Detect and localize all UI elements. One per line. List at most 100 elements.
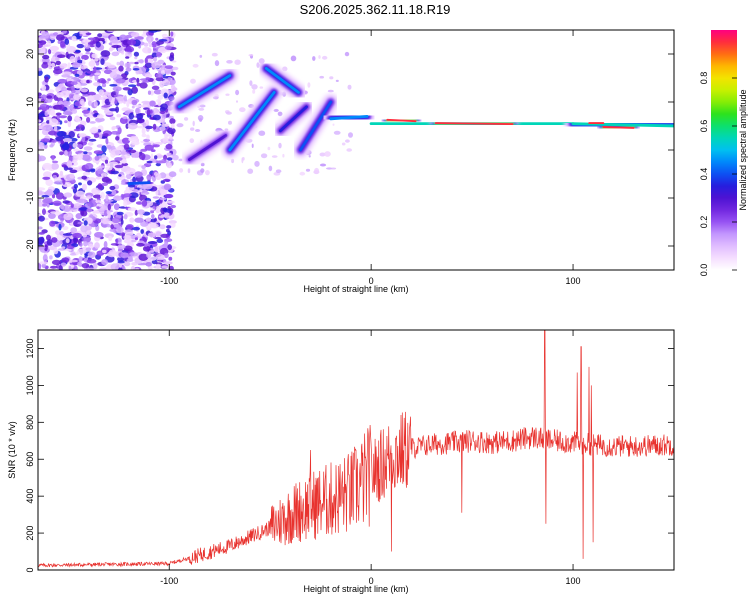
noise-speckle bbox=[319, 152, 326, 157]
noise-speckle bbox=[149, 109, 153, 114]
noise-speckle bbox=[146, 108, 151, 116]
noise-speckle bbox=[90, 112, 95, 115]
noise-speckle bbox=[106, 224, 111, 228]
noise-speckle bbox=[72, 62, 81, 68]
noise-speckle bbox=[79, 207, 89, 211]
noise-speckle bbox=[63, 101, 71, 106]
noise-speckle bbox=[329, 76, 334, 80]
noise-speckle bbox=[110, 170, 119, 175]
noise-speckle bbox=[162, 138, 167, 144]
noise-speckle bbox=[148, 30, 158, 33]
noise-speckle bbox=[190, 78, 196, 84]
noise-speckle bbox=[161, 33, 168, 38]
noise-speckle bbox=[67, 115, 73, 122]
noise-speckle bbox=[248, 54, 254, 57]
noise-speckle bbox=[139, 82, 148, 89]
trace-band bbox=[127, 181, 151, 186]
noise-speckle bbox=[76, 153, 83, 161]
noise-speckle bbox=[53, 177, 62, 183]
noise-speckle bbox=[236, 100, 238, 103]
noise-speckle bbox=[152, 114, 161, 121]
trace-band bbox=[434, 122, 514, 126]
noise-speckle bbox=[91, 199, 96, 203]
snr-y-tick-label: 600 bbox=[25, 452, 35, 467]
noise-speckle bbox=[138, 67, 142, 75]
noise-speckle bbox=[123, 261, 131, 267]
noise-speckle bbox=[118, 174, 122, 177]
noise-speckle bbox=[77, 221, 84, 225]
noise-speckle bbox=[81, 154, 91, 161]
noise-speckle bbox=[107, 64, 116, 69]
noise-speckle bbox=[50, 265, 58, 269]
noise-speckle bbox=[136, 242, 145, 247]
trace-band bbox=[386, 118, 417, 123]
noise-speckle bbox=[162, 178, 171, 182]
noise-speckle bbox=[44, 244, 48, 252]
noise-speckle bbox=[155, 263, 161, 270]
noise-speckle bbox=[58, 115, 68, 119]
noise-speckle bbox=[268, 165, 273, 172]
noise-speckle bbox=[190, 127, 195, 131]
noise-speckle bbox=[136, 77, 140, 83]
noise-speckle bbox=[60, 262, 67, 267]
noise-speckle bbox=[105, 178, 113, 184]
noise-speckle bbox=[115, 78, 126, 84]
noise-speckle bbox=[81, 107, 89, 110]
noise-speckle bbox=[82, 235, 91, 243]
noise-speckle bbox=[169, 118, 176, 125]
noise-speckle bbox=[155, 73, 163, 78]
noise-speckle bbox=[66, 160, 72, 166]
noise-speckle bbox=[156, 51, 162, 58]
noise-speckle bbox=[156, 238, 164, 243]
noise-speckle bbox=[68, 155, 73, 163]
noise-speckle bbox=[163, 212, 170, 219]
noise-speckle bbox=[42, 162, 52, 170]
noise-speckle bbox=[149, 256, 157, 261]
noise-speckle bbox=[259, 86, 264, 89]
noise-speckle bbox=[98, 89, 104, 96]
noise-speckle bbox=[93, 262, 98, 270]
noise-speckle bbox=[147, 232, 157, 238]
noise-speckle bbox=[71, 108, 78, 114]
noise-speckle bbox=[123, 245, 133, 252]
spectrogram-y-tick-label: -20 bbox=[25, 239, 35, 252]
noise-speckle bbox=[166, 228, 170, 233]
noise-speckle bbox=[42, 61, 48, 65]
noise-speckle bbox=[40, 98, 45, 103]
noise-speckle bbox=[116, 61, 120, 66]
noise-speckle bbox=[99, 96, 104, 101]
noise-speckle bbox=[172, 87, 178, 91]
noise-speckle bbox=[67, 62, 71, 70]
noise-speckle bbox=[46, 234, 51, 241]
noise-speckle bbox=[346, 148, 353, 152]
noise-speckle bbox=[123, 193, 132, 197]
noise-speckle bbox=[260, 153, 268, 159]
noise-speckle bbox=[205, 170, 210, 176]
trace-segment bbox=[597, 120, 640, 134]
noise-speckle bbox=[125, 56, 130, 59]
noise-speckle bbox=[142, 46, 152, 54]
noise-speckle bbox=[121, 158, 127, 164]
noise-speckle bbox=[127, 39, 137, 46]
noise-speckle bbox=[41, 63, 49, 69]
noise-speckle bbox=[167, 244, 172, 251]
noise-speckle bbox=[153, 56, 157, 62]
noise-speckle bbox=[69, 169, 78, 174]
noise-speckle bbox=[88, 267, 95, 270]
colorbar-gradient bbox=[711, 30, 737, 270]
noise-speckle bbox=[134, 209, 138, 216]
noise-speckle bbox=[97, 168, 104, 175]
noise-speckle bbox=[277, 111, 283, 117]
noise-speckle bbox=[166, 225, 172, 229]
noise-speckle bbox=[38, 67, 42, 72]
noise-speckle bbox=[125, 170, 130, 175]
noise-speckle bbox=[71, 35, 77, 42]
trace-band bbox=[264, 67, 300, 94]
noise-speckle bbox=[168, 96, 175, 101]
noise-speckle bbox=[141, 100, 151, 104]
noise-speckle bbox=[114, 157, 123, 162]
colorbar-label: Normalized spectral amplitude bbox=[738, 89, 748, 210]
noise-speckle bbox=[275, 169, 282, 173]
noise-speckle bbox=[105, 191, 112, 195]
noise-speckle bbox=[155, 173, 162, 180]
